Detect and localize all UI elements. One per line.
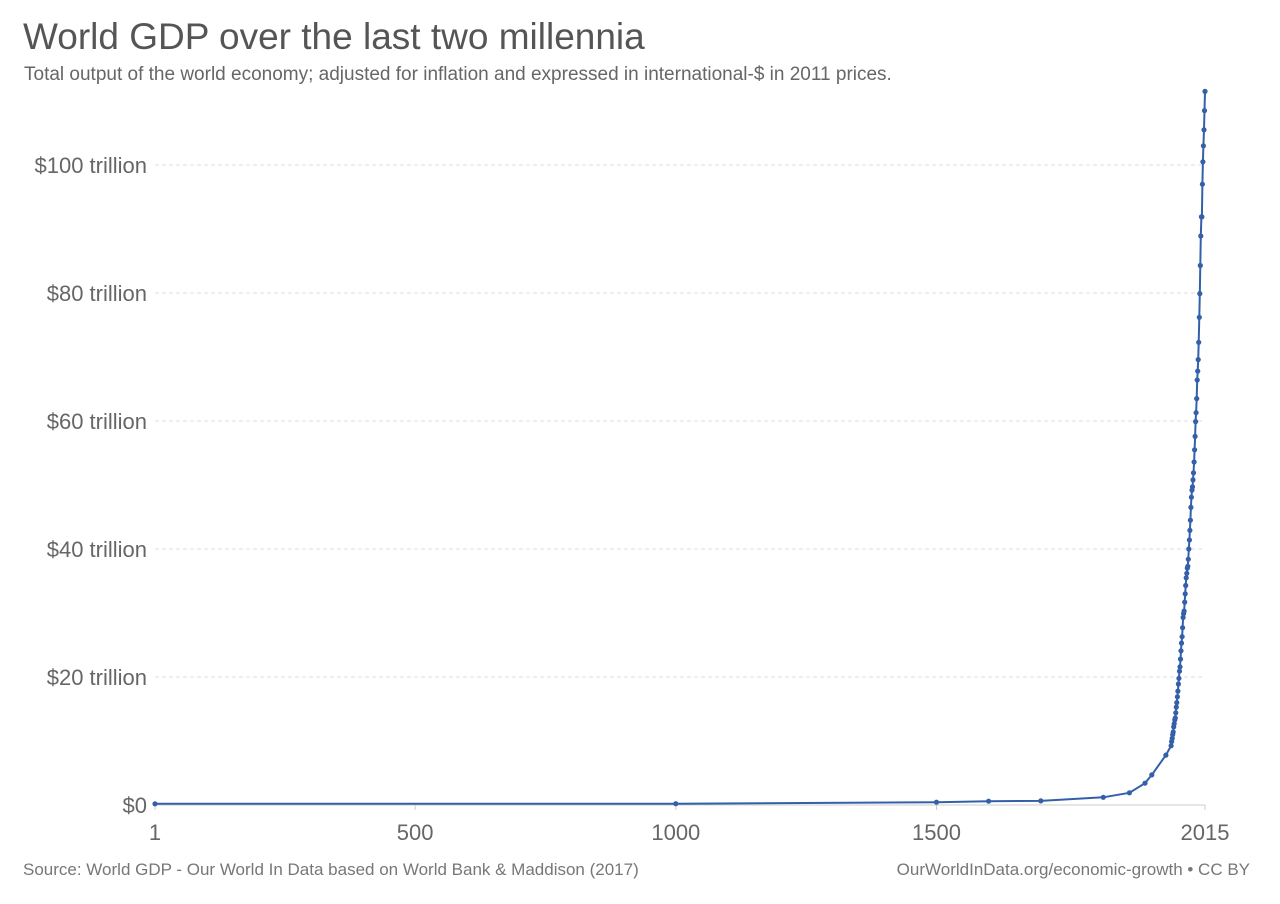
data-point[interactable]: [1183, 575, 1189, 581]
data-point[interactable]: [1176, 675, 1182, 681]
data-point[interactable]: [1186, 537, 1192, 543]
x-tick-label: 1500: [912, 820, 961, 845]
data-point[interactable]: [1192, 433, 1198, 439]
data-point[interactable]: [1169, 735, 1175, 742]
data-point[interactable]: [1149, 772, 1155, 778]
data-point[interactable]: [1191, 459, 1197, 465]
data-point[interactable]: [1202, 88, 1208, 94]
data-point[interactable]: [1183, 582, 1189, 589]
data-point[interactable]: [1200, 143, 1206, 149]
data-point[interactable]: [1178, 640, 1185, 646]
data-point[interactable]: [1177, 656, 1184, 662]
series-world-gdp: [152, 88, 1208, 807]
data-point[interactable]: [1187, 517, 1193, 523]
data-point[interactable]: [1192, 447, 1198, 453]
x-tick-label: 500: [397, 820, 434, 845]
data-point[interactable]: [1178, 648, 1184, 654]
data-point[interactable]: [1190, 477, 1196, 483]
data-point[interactable]: [1201, 127, 1207, 133]
data-point[interactable]: [1142, 780, 1148, 786]
y-tick-label: $100 trillion: [34, 153, 147, 178]
data-point[interactable]: [1189, 484, 1196, 490]
data-point[interactable]: [1182, 591, 1188, 597]
data-point[interactable]: [1197, 262, 1203, 269]
data-point[interactable]: [1177, 664, 1183, 670]
x-tick-label: 1000: [651, 820, 700, 845]
data-point[interactable]: [1194, 377, 1200, 383]
data-point[interactable]: [1187, 527, 1193, 534]
x-tick-label: 2015: [1181, 820, 1230, 845]
chart-title: World GDP over the last two millennia: [23, 16, 645, 57]
source-note: Source: World GDP - Our World In Data ba…: [23, 860, 639, 879]
gridlines: [155, 164, 1205, 678]
data-point[interactable]: [1175, 688, 1181, 694]
data-point[interactable]: [1186, 546, 1192, 552]
data-point[interactable]: [986, 798, 992, 804]
data-point[interactable]: [1173, 710, 1179, 716]
data-point[interactable]: [1197, 291, 1203, 297]
data-point[interactable]: [1185, 556, 1191, 562]
data-point[interactable]: [1173, 704, 1179, 710]
data-point[interactable]: [1201, 108, 1208, 114]
data-point[interactable]: [1195, 368, 1201, 374]
data-point[interactable]: [1174, 694, 1180, 700]
data-point[interactable]: [1196, 314, 1202, 320]
data-point[interactable]: [1200, 159, 1206, 165]
data-point[interactable]: [1199, 181, 1205, 187]
data-point[interactable]: [933, 799, 940, 805]
data-point[interactable]: [1179, 634, 1185, 640]
data-point[interactable]: [1170, 729, 1176, 735]
y-tick-label: $0: [123, 793, 147, 818]
data-point[interactable]: [1180, 625, 1186, 631]
data-point[interactable]: [673, 801, 679, 807]
y-tick-label: $20 trillion: [47, 665, 147, 690]
y-tick-label: $40 trillion: [47, 537, 147, 562]
data-point[interactable]: [1188, 494, 1194, 500]
data-point[interactable]: [1175, 681, 1181, 687]
data-point[interactable]: [1184, 570, 1190, 576]
y-tick-label: $60 trillion: [47, 409, 147, 434]
data-point[interactable]: [1163, 752, 1169, 758]
data-point[interactable]: [1190, 470, 1197, 476]
data-point[interactable]: [1180, 614, 1186, 621]
credit-link[interactable]: OurWorldInData.org/economic-growth • CC …: [896, 860, 1250, 879]
x-tick-label: 1: [149, 820, 161, 845]
data-point[interactable]: [1198, 233, 1204, 239]
data-point[interactable]: [152, 801, 158, 807]
y-tick-label: $80 trillion: [47, 281, 147, 306]
data-point[interactable]: [1038, 798, 1044, 804]
series-line: [154, 91, 1206, 805]
data-point[interactable]: [1194, 396, 1200, 402]
data-point[interactable]: [1193, 410, 1199, 416]
chart-subtitle: Total output of the world economy; adjus…: [24, 64, 892, 85]
data-point[interactable]: [1181, 608, 1187, 614]
data-point[interactable]: [1188, 504, 1194, 510]
data-point[interactable]: [1176, 668, 1183, 674]
data-point[interactable]: [1126, 790, 1132, 796]
data-point[interactable]: [1100, 794, 1106, 800]
data-point[interactable]: [1199, 214, 1205, 220]
data-point[interactable]: [1172, 715, 1178, 721]
data-point[interactable]: [1193, 419, 1199, 425]
axes: $0 $20 trillion $40 trillion $60 trillion $8…: [34, 153, 1229, 845]
data-point[interactable]: [1168, 743, 1174, 749]
data-point[interactable]: [1182, 599, 1188, 605]
data-point[interactable]: [1195, 357, 1201, 363]
data-point[interactable]: [1196, 339, 1202, 345]
data-point[interactable]: [1185, 563, 1191, 569]
data-point[interactable]: [1174, 700, 1180, 706]
